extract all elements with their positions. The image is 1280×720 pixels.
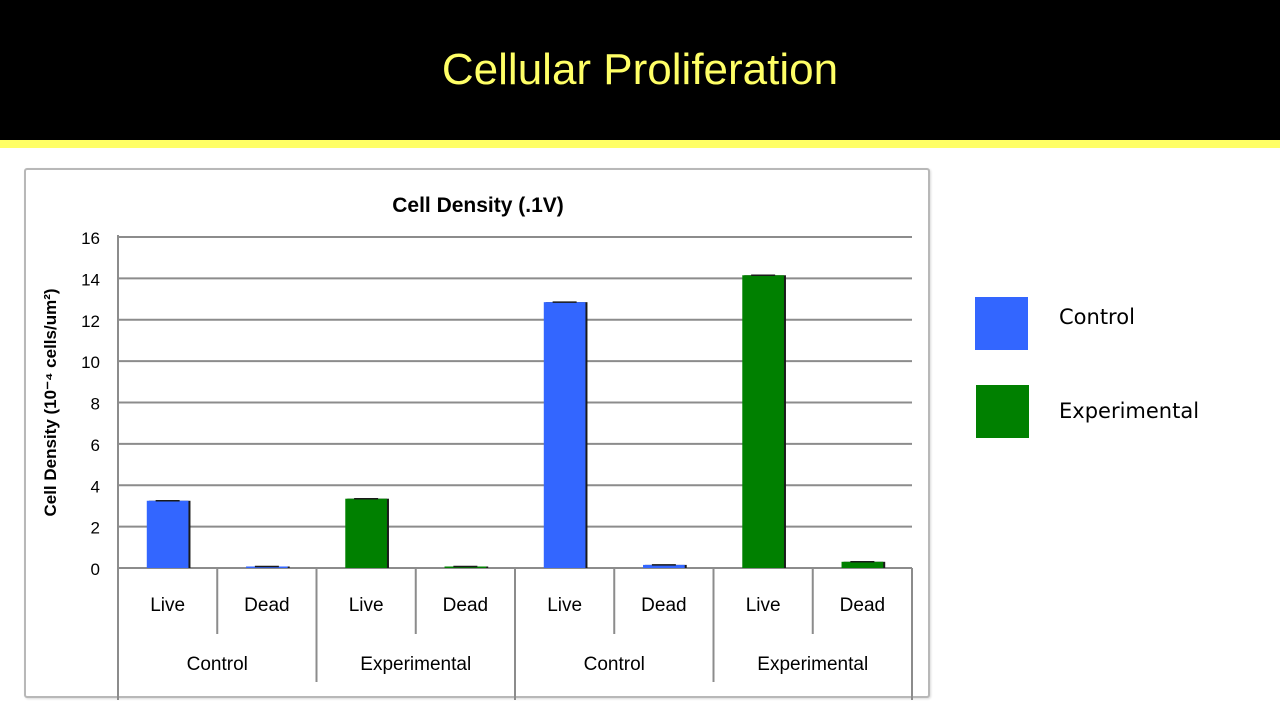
bar	[345, 498, 387, 568]
group-label: Control	[187, 654, 248, 675]
x-tick-label: Live	[150, 595, 185, 616]
legend-label-experimental: Experimental	[1059, 399, 1200, 423]
y-tick-label: 12	[81, 312, 100, 331]
y-axis-label: Cell Density (10⁻⁴ cells/um²)	[41, 288, 60, 516]
y-tick-label: 10	[81, 353, 100, 372]
legend-swatch-control	[975, 297, 1028, 350]
y-tick-label: 6	[91, 436, 100, 455]
bar	[841, 561, 884, 568]
x-tick-label: Dead	[443, 595, 488, 616]
bar	[146, 500, 189, 568]
y-tick-label: 16	[81, 229, 100, 248]
bar	[543, 302, 586, 568]
y-tick-label: 0	[91, 560, 100, 579]
header-divider	[0, 140, 1280, 148]
y-tick-label: 4	[91, 477, 100, 496]
chart-panel: Cell Density (.1V) 0 2 4 6 8 10 12 14 16 Cell Dens…	[24, 168, 930, 700]
group-label: Control	[584, 654, 645, 675]
bar	[643, 564, 685, 568]
x-tick-label: Dead	[244, 595, 289, 616]
x-tick-label: Live	[349, 595, 384, 616]
x-tick-label: Dead	[840, 595, 885, 616]
legend-swatch-experimental	[976, 385, 1029, 438]
group-label: Experimental	[757, 654, 868, 675]
y-tick-label: 14	[81, 270, 100, 289]
chart-title: Cell Density (.1V)	[392, 194, 564, 217]
x-tick-label: Live	[547, 595, 582, 616]
y-tick-label: 2	[91, 519, 100, 538]
y-tick-label: 8	[91, 395, 100, 414]
bar	[742, 275, 784, 568]
legend-label-control: Control	[1059, 305, 1135, 329]
x-tick-label: Live	[746, 595, 781, 616]
group-label: Experimental	[360, 654, 471, 675]
slide-header	[0, 0, 1280, 140]
x-tick-label: Dead	[641, 595, 686, 616]
slide-title: Cellular Proliferation	[441, 45, 839, 94]
bar-chart: Cell Density (.1V) 0 2 4 6 8 10 12 14 16 Cell Dens…	[41, 194, 913, 700]
